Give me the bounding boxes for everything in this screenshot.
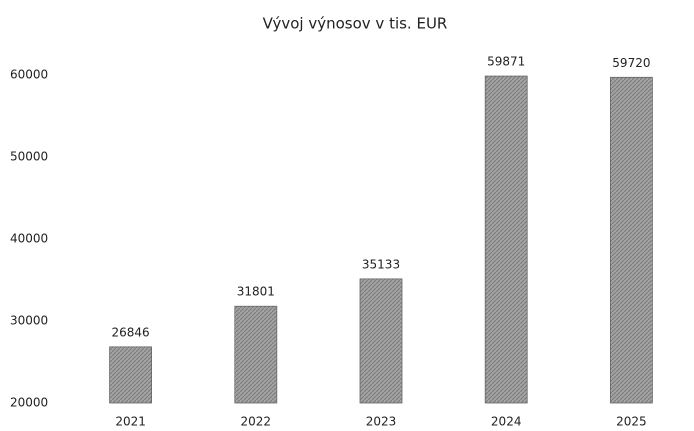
x-tick-label: 2025 xyxy=(616,415,647,429)
value-label: 35133 xyxy=(362,257,400,271)
x-tick-label: 2023 xyxy=(366,415,397,429)
bar xyxy=(484,75,528,404)
value-label: 31801 xyxy=(237,285,275,299)
bar xyxy=(109,346,152,404)
bar xyxy=(359,278,403,404)
y-tick-label: 30000 xyxy=(10,314,48,328)
x-tick-label: 2024 xyxy=(491,415,522,429)
value-label: 59871 xyxy=(487,55,525,69)
chart-title: Vývoj výnosov v tis. EUR xyxy=(263,15,448,33)
y-tick-label: 60000 xyxy=(10,68,48,82)
y-tick-label: 20000 xyxy=(10,396,48,410)
y-tick-label: 40000 xyxy=(10,232,48,246)
bar xyxy=(610,76,653,404)
value-label: 59720 xyxy=(612,56,650,70)
x-tick-label: 2022 xyxy=(241,415,272,429)
bar xyxy=(234,305,278,404)
x-tick-label: 2021 xyxy=(115,415,146,429)
value-label: 26846 xyxy=(112,325,150,339)
y-tick-label: 50000 xyxy=(10,150,48,164)
